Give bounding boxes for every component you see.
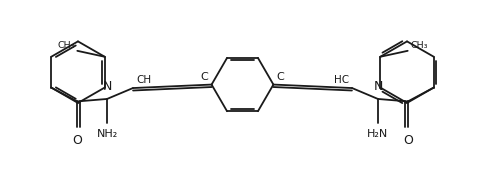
- Text: C: C: [200, 72, 208, 82]
- Text: O: O: [402, 134, 412, 147]
- Text: H₂N: H₂N: [366, 129, 388, 139]
- Text: CH: CH: [136, 75, 151, 85]
- Text: HC: HC: [333, 75, 348, 85]
- Text: N: N: [373, 80, 382, 93]
- Text: CH₃: CH₃: [409, 41, 427, 50]
- Text: O: O: [72, 134, 82, 147]
- Text: C: C: [276, 72, 284, 82]
- Text: CH₃: CH₃: [57, 41, 75, 50]
- Text: N: N: [102, 80, 111, 93]
- Text: NH₂: NH₂: [96, 129, 118, 139]
